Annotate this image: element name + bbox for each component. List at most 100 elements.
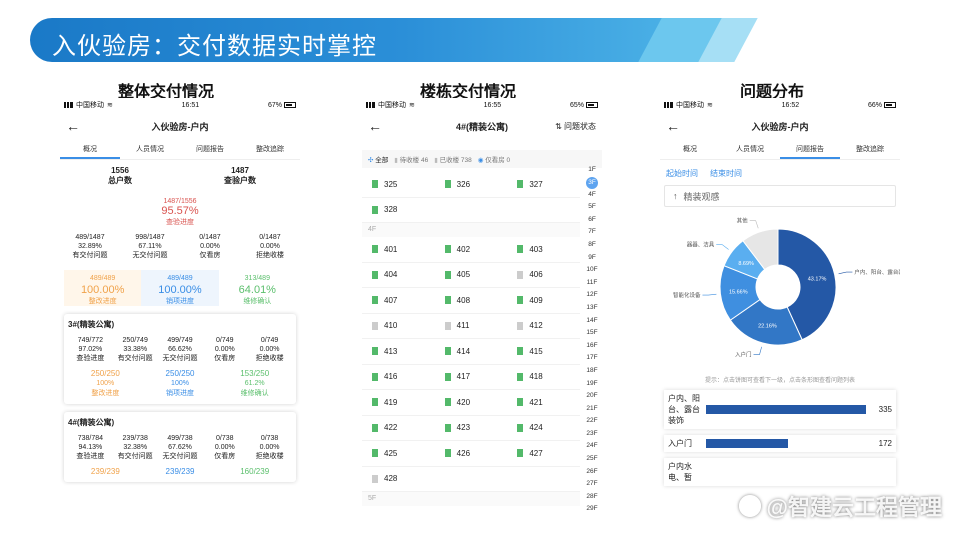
room-cell[interactable]: 423	[435, 423, 508, 432]
start-time-picker[interactable]: 起始时间	[666, 169, 698, 178]
tab-overview[interactable]: 概况	[60, 140, 120, 159]
room-cell[interactable]: 412	[507, 321, 580, 330]
tab-tracking[interactable]: 整改追踪	[256, 146, 284, 153]
building-card[interactable]: 3#(精装公寓) 749/772 97.02% 查验进度 250/749 33.38% 有交…	[64, 314, 296, 404]
floor-index-item[interactable]: 24F	[586, 442, 598, 450]
room-cell[interactable]: 403	[507, 245, 580, 254]
issue-bar-row[interactable]: 户内、阳台、露台装饰 335	[664, 390, 896, 429]
tab-staff[interactable]: 人员情况	[136, 146, 164, 153]
room-cell[interactable]: 421	[507, 398, 580, 407]
room-row: 419 420 421	[362, 390, 580, 416]
floor-index-item[interactable]: 20F	[586, 392, 598, 400]
filter-all[interactable]: ✣ 全部	[368, 154, 388, 164]
floor-index-item[interactable]: 7F	[588, 228, 596, 236]
room-cell[interactable]: 420	[435, 398, 508, 407]
room-cell[interactable]: 406	[507, 270, 580, 279]
room-cell[interactable]: 405	[435, 270, 508, 279]
room-cell[interactable]: 428	[362, 474, 442, 483]
building-card[interactable]: 4#(精装公寓) 738/784 94.13% 查验进度 239/738 32.38% 有交…	[64, 412, 296, 482]
tab-overview[interactable]: 概况	[683, 146, 697, 153]
room-cell[interactable]: 408	[435, 296, 508, 305]
category-select[interactable]: ↑ 精装观感	[664, 185, 896, 207]
progress-repair[interactable]: 313/489 64.01% 维修确认	[219, 270, 296, 306]
floor-index-item[interactable]: 18F	[586, 366, 598, 374]
tab-tracking[interactable]: 整改追踪	[856, 146, 884, 153]
floor-index-item[interactable]: 26F	[586, 467, 598, 475]
tab-staff[interactable]: 人员情况	[736, 146, 764, 153]
room-cell[interactable]: 411	[435, 321, 508, 330]
room-cell[interactable]: 402	[435, 245, 508, 254]
floor-index-item[interactable]: 22F	[586, 417, 598, 425]
filter-view-only[interactable]: ◉ 仅看房 0	[478, 154, 510, 164]
floor-index-item[interactable]: 13F	[586, 303, 598, 311]
room-cell[interactable]: 415	[507, 347, 580, 356]
issue-bar[interactable]	[706, 439, 789, 448]
room-cell[interactable]: 426	[435, 449, 508, 458]
room-cell[interactable]: 427	[507, 449, 580, 458]
filter-label: 已收楼 738	[439, 157, 472, 164]
floor-index-item[interactable]: 28F	[586, 492, 598, 500]
room-cell[interactable]: 419	[362, 398, 435, 407]
room-cell[interactable]: 417	[435, 372, 508, 381]
floor-index-item[interactable]: 9F	[588, 253, 596, 261]
progress-close[interactable]: 489/489 100.00% 销项进度	[141, 270, 219, 306]
floor-index-item[interactable]: 23F	[586, 429, 598, 437]
tab-report[interactable]: 问题报告	[780, 140, 840, 159]
issue-pie-chart[interactable]: 43.17% 户内、阳台、露台装饰 22.16% 入户门 15.66% 智能化设备 8.69…	[660, 207, 900, 375]
room-cell[interactable]: 328	[362, 205, 442, 214]
floor-index-item[interactable]: 29F	[586, 505, 598, 513]
back-arrow-icon[interactable]: ←	[666, 118, 680, 134]
building-icon	[372, 423, 378, 432]
floor-index-item[interactable]: 16F	[586, 341, 598, 349]
floor-index-item[interactable]: 25F	[586, 455, 598, 463]
room-cell[interactable]: 422	[362, 423, 435, 432]
issue-bar-row[interactable]: 户内水电、暂	[664, 458, 896, 486]
floor-index-item[interactable]: 10F	[586, 266, 598, 274]
floor-index-item[interactable]: 4F	[588, 190, 596, 198]
pie-slice[interactable]	[729, 298, 803, 346]
room-cell[interactable]: 414	[435, 347, 508, 356]
floor-index-item[interactable]: 8F	[588, 240, 596, 248]
room-cell[interactable]: 404	[362, 270, 435, 279]
pie-svg[interactable]: 43.17% 户内、阳台、露台装饰 22.16% 入户门 15.66% 智能化设备 8.69…	[660, 207, 900, 375]
room-cell[interactable]: 326	[435, 180, 508, 189]
floor-index-item[interactable]: 11F	[586, 278, 598, 286]
room-cell[interactable]: 401	[362, 245, 435, 254]
floor-index-item[interactable]: 12F	[586, 291, 598, 299]
room-cell[interactable]: 410	[362, 321, 435, 330]
floor-index-item[interactable]: 27F	[586, 480, 598, 488]
pie-slice[interactable]	[742, 228, 779, 271]
filter-pending[interactable]: ▮ 待收楼 46	[394, 154, 428, 164]
end-time-picker[interactable]: 结束时间	[710, 169, 742, 178]
pie-slice[interactable]	[777, 228, 837, 341]
floor-index-item[interactable]: 17F	[586, 354, 598, 362]
back-arrow-icon[interactable]: ←	[368, 118, 382, 134]
filter-received[interactable]: ▮ 已收楼 738	[434, 154, 472, 164]
floor-index-item[interactable]: 14F	[586, 316, 598, 324]
floor-index-item[interactable]: 3F	[586, 176, 598, 189]
building-icon	[372, 205, 378, 214]
room-cell[interactable]: 424	[507, 423, 580, 432]
floor-index-item[interactable]: 6F	[588, 215, 596, 223]
room-cell[interactable]: 418	[507, 372, 580, 381]
floor-index-item[interactable]: 5F	[588, 203, 596, 211]
progress-rectify[interactable]: 489/489 100.00% 整改进度	[64, 270, 142, 306]
tab-report[interactable]: 问题报告	[196, 146, 224, 153]
room-cell[interactable]: 413	[362, 347, 435, 356]
room-cell[interactable]: 327	[507, 180, 580, 189]
issue-bar[interactable]	[706, 405, 866, 414]
room-cell[interactable]: 425	[362, 449, 435, 458]
floor-index-item[interactable]: 1F	[588, 166, 596, 173]
room-cell[interactable]: 325	[362, 180, 435, 189]
room-cell[interactable]: 409	[507, 296, 580, 305]
signal-icon	[64, 102, 73, 108]
clock: 16:52	[781, 101, 800, 109]
room-cell[interactable]: 416	[362, 372, 435, 381]
issue-status-filter[interactable]: ⇅ 问题状态	[555, 121, 596, 132]
floor-index-item[interactable]: 15F	[586, 329, 598, 337]
floor-index-item[interactable]: 21F	[586, 404, 598, 412]
issue-bar-row[interactable]: 入户门 172	[664, 435, 896, 452]
floor-index-item[interactable]: 19F	[586, 379, 598, 387]
room-cell[interactable]: 407	[362, 296, 435, 305]
back-arrow-icon[interactable]: ←	[66, 118, 80, 134]
